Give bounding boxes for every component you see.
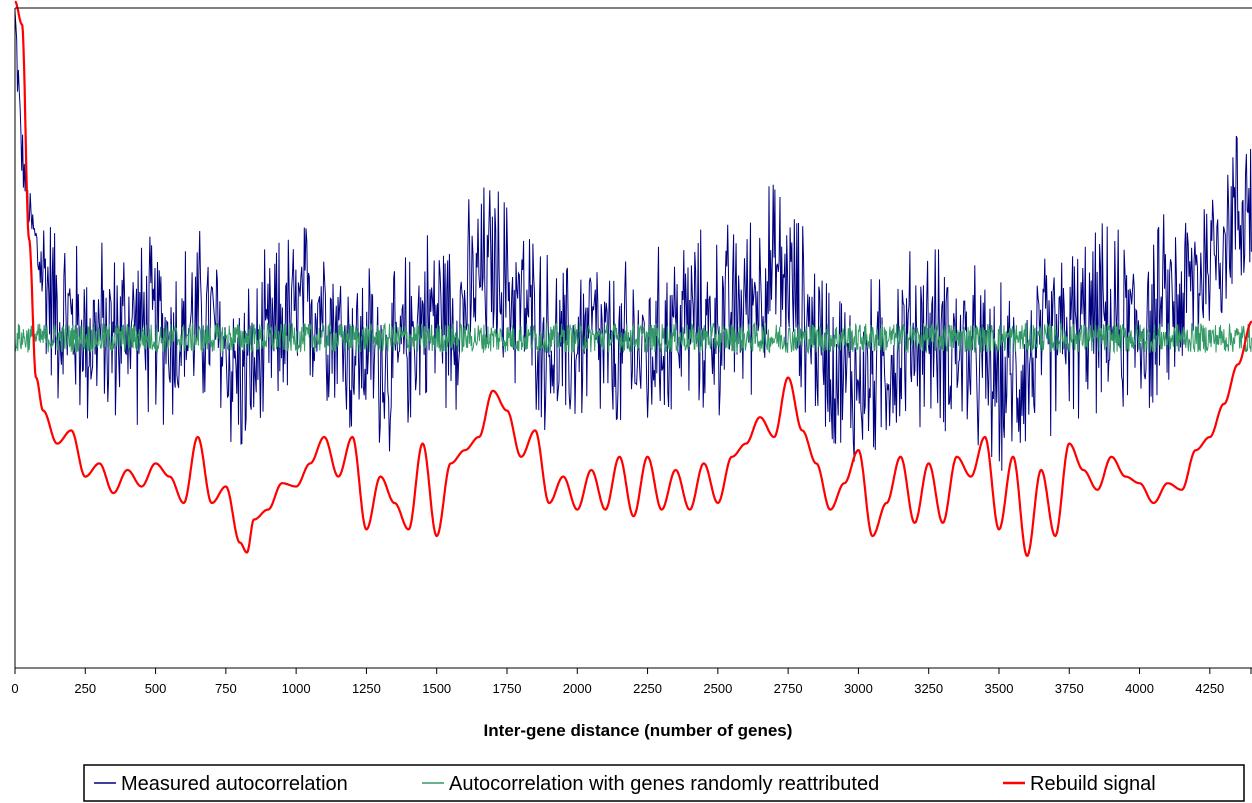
legend-box [83, 764, 1245, 802]
x-tick-label: 750 [215, 681, 237, 696]
x-tick-label: 4250 [1195, 681, 1224, 696]
x-tick-label: 2750 [774, 681, 803, 696]
x-tick-label: 1750 [493, 681, 522, 696]
x-tick-label: 1250 [352, 681, 381, 696]
legend-random-label: Autocorrelation with genes randomly reat… [449, 773, 879, 795]
x-tick-label: 500 [145, 681, 167, 696]
axes: 0 250 500 750 1000 1250 1500 1750 2000 2250 2500 27… [11, 7, 1252, 696]
x-tick-label: 3000 [844, 681, 873, 696]
legend: Measured autocorrelation Autocorrelation … [83, 764, 1245, 802]
x-tick-label: 0 [11, 681, 18, 696]
x-tick-label: 3250 [914, 681, 943, 696]
x-axis-title: Inter-gene distance (number of genes) [484, 721, 793, 740]
x-tick-label: 1500 [422, 681, 451, 696]
x-tick-label: 4000 [1125, 681, 1154, 696]
x-tick-label: 2000 [563, 681, 592, 696]
plot-area [14, 0, 1252, 558]
x-tick-label: 3500 [985, 681, 1014, 696]
x-tick-label: 250 [74, 681, 96, 696]
series-rebuild-signal [14, 0, 1252, 558]
x-tick-label: 3750 [1055, 681, 1084, 696]
x-tick-label: 1000 [282, 681, 311, 696]
series-measured-autocorrelation [14, 11, 1252, 471]
legend-rebuild-label: Rebuild signal [1030, 773, 1156, 795]
x-tick-label: 2250 [633, 681, 662, 696]
x-tick-label: 2500 [703, 681, 732, 696]
legend-measured-label: Measured autocorrelation [121, 773, 348, 795]
series-random-autocorrelation [14, 322, 1252, 355]
